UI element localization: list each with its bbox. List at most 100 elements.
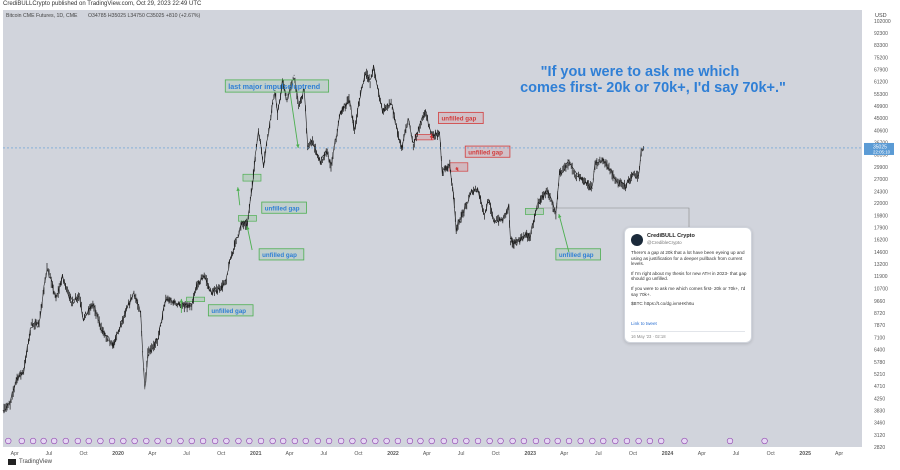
annotation-arrow bbox=[558, 213, 570, 253]
tweet-card[interactable]: CrediBULL Crypto @CredibleCrypto There's… bbox=[624, 227, 752, 343]
y-tick-label: 55300 bbox=[874, 92, 888, 98]
annotation-arrowhead bbox=[246, 225, 250, 230]
event-marker bbox=[120, 437, 127, 445]
footer-label: TradingView bbox=[19, 459, 53, 465]
event-marker bbox=[62, 437, 69, 445]
event-marker bbox=[349, 437, 356, 445]
y-tick-label: 49900 bbox=[874, 104, 888, 110]
event-marker bbox=[51, 437, 58, 445]
annotation-box bbox=[438, 111, 484, 124]
y-tick-label: 83300 bbox=[874, 43, 888, 49]
event-marker bbox=[383, 437, 390, 445]
quote-line-1: "If you were to ask me which bbox=[541, 64, 740, 80]
annotation-label: unfilled gap bbox=[211, 308, 246, 315]
event-marker bbox=[85, 437, 92, 445]
tweet-paragraph: There's a gap at 20k that a lot have bee… bbox=[631, 250, 745, 267]
event-marker bbox=[29, 437, 37, 445]
event-marker bbox=[589, 437, 596, 445]
chart-title: Bitcoin CME Futures, 1D, CME bbox=[6, 13, 78, 19]
annotation-arrowhead bbox=[179, 298, 184, 303]
x-tick-label: Oct bbox=[629, 451, 638, 457]
annotation-box bbox=[258, 248, 305, 261]
annotation-arrowhead bbox=[429, 135, 434, 140]
y-tick-label: 27000 bbox=[874, 177, 888, 183]
countdown-label: 22:05:10 bbox=[873, 149, 891, 154]
event-marker bbox=[726, 437, 734, 445]
y-tick-label: 3120 bbox=[874, 433, 885, 439]
x-tick-label: 2020 bbox=[112, 451, 124, 457]
event-marker bbox=[612, 437, 619, 445]
y-tick-label: 8720 bbox=[874, 311, 885, 317]
x-tick-label: 2021 bbox=[250, 451, 262, 457]
y-tick-label: 6400 bbox=[874, 348, 885, 354]
tweet-author-name: CrediBULL Crypto bbox=[647, 233, 695, 239]
tweet-author-handle: @CredibleCrypto bbox=[647, 240, 682, 245]
annotation-label: unfilled gap bbox=[262, 252, 297, 259]
event-marker bbox=[497, 437, 504, 445]
x-tick-label: Apr bbox=[148, 451, 156, 457]
y-tick-label: 11900 bbox=[874, 274, 888, 280]
tweet-leader-line bbox=[537, 197, 690, 227]
ohlc-readout: O34785 H35025 L34750 C35025 +810 (+2.67%… bbox=[88, 13, 200, 19]
tweet-body: There's a gap at 20k that a lot have bee… bbox=[631, 250, 747, 311]
tweet-date: 16 May '23 · 02:18 bbox=[631, 334, 666, 339]
y-tick-label: 29900 bbox=[874, 165, 888, 171]
event-marker bbox=[108, 437, 116, 445]
event-marker bbox=[97, 437, 104, 445]
event-marker bbox=[532, 437, 540, 445]
annotation-label: unfilled gap bbox=[265, 205, 300, 212]
y-tick-label: 40600 bbox=[874, 128, 888, 134]
x-tick-label: Apr bbox=[835, 451, 843, 457]
event-marker bbox=[406, 437, 414, 445]
event-marker bbox=[451, 437, 459, 445]
y-tick-label: 75200 bbox=[874, 55, 888, 61]
annotation-box bbox=[224, 79, 330, 93]
y-tick-label: 61200 bbox=[874, 80, 888, 86]
y-tick-label: 33100 bbox=[874, 153, 888, 159]
annotation-arrowhead bbox=[296, 144, 300, 149]
event-marker bbox=[257, 437, 265, 445]
avatar bbox=[631, 234, 643, 246]
x-tick-label: Jul bbox=[595, 451, 602, 457]
event-marker bbox=[646, 437, 653, 445]
y-tick-label: 17900 bbox=[874, 226, 888, 232]
x-tick-label: Jul bbox=[183, 451, 190, 457]
event-marker bbox=[577, 437, 584, 445]
x-tick-label: 2024 bbox=[662, 451, 674, 457]
x-tick-label: Oct bbox=[767, 451, 776, 457]
y-tick-label: 5210 bbox=[874, 372, 885, 378]
event-marker bbox=[635, 437, 642, 445]
current-price-tag bbox=[864, 142, 894, 155]
y-tick-label: 7100 bbox=[874, 335, 885, 341]
x-tick-label: Oct bbox=[492, 451, 501, 457]
event-marker bbox=[338, 437, 345, 445]
event-marker bbox=[314, 437, 321, 445]
quote-line-2: comes first- 20k or 70k+, I'd say 70k+." bbox=[520, 80, 786, 96]
y-tick-label: 7870 bbox=[874, 323, 885, 329]
event-marker bbox=[74, 437, 81, 445]
y-tick-label: 24300 bbox=[874, 189, 888, 195]
event-marker bbox=[417, 437, 424, 445]
link-to-tweet[interactable]: Link to tweet bbox=[631, 321, 657, 326]
annotation-arrowhead bbox=[558, 213, 562, 218]
event-marker bbox=[143, 437, 150, 445]
event-marker bbox=[554, 437, 561, 445]
y-tick-label: 16200 bbox=[874, 237, 888, 243]
tradingview-logo-icon bbox=[8, 459, 16, 465]
event-marker bbox=[154, 437, 161, 445]
x-tick-label: 2025 bbox=[799, 451, 811, 457]
y-axis: 2820 3120 3460 3830 4250 4710 5210 5780 6400 7100… bbox=[874, 19, 891, 451]
event-marker bbox=[600, 437, 607, 445]
annotation-box bbox=[464, 145, 511, 158]
y-tick-label: 4250 bbox=[874, 396, 885, 402]
y-tick-label: 3460 bbox=[874, 421, 885, 427]
y-tick-label: 5780 bbox=[874, 360, 885, 366]
event-marker bbox=[223, 437, 230, 445]
annotation-arrowhead bbox=[236, 187, 240, 192]
x-tick-label: Oct bbox=[217, 451, 226, 457]
event-marker bbox=[269, 437, 276, 445]
event-marker bbox=[761, 437, 768, 445]
event-marker bbox=[544, 437, 551, 445]
event-marker bbox=[199, 437, 207, 445]
